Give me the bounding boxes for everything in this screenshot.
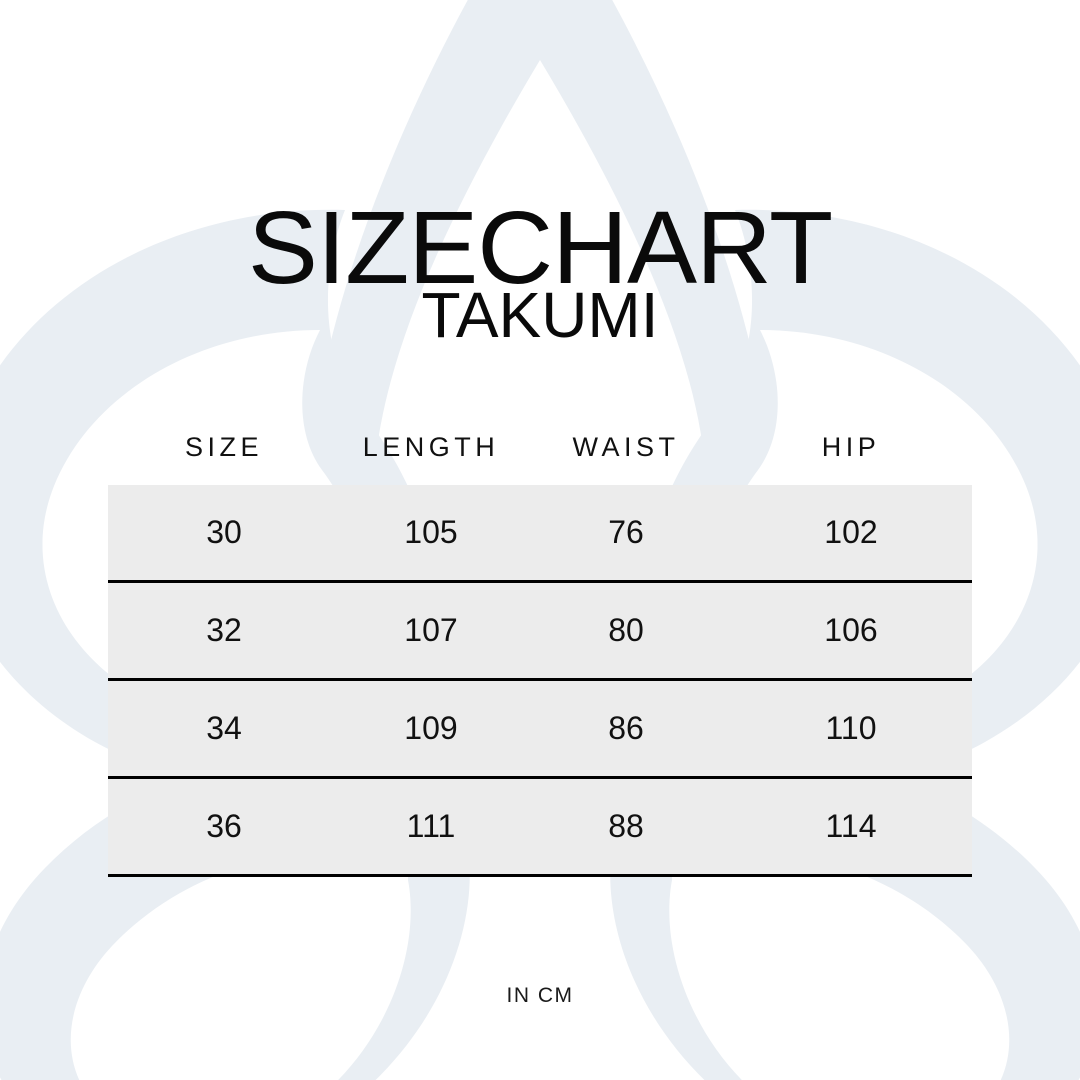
column-header-length: LENGTH (362, 432, 500, 462)
cell-waist: 76 (522, 485, 730, 583)
cell-hip: 102 (730, 485, 972, 583)
page-title: SIZECHART (247, 190, 833, 305)
table-header-row: SIZE LENGTH WAIST HIP (108, 410, 972, 485)
cell-hip: 114 (730, 777, 972, 877)
size-table-container: SIZE LENGTH WAIST HIP 30 105 76 102 32 1… (108, 410, 972, 877)
table-row: 32 107 80 106 (108, 581, 972, 681)
cell-size: 34 (108, 679, 340, 779)
cell-waist: 86 (522, 679, 730, 779)
column-header-size: SIZE (184, 432, 263, 462)
cell-size: 30 (108, 485, 340, 583)
unit-note: IN CM (506, 984, 574, 1007)
cell-length: 105 (340, 485, 522, 583)
table-row: 30 105 76 102 (108, 485, 972, 583)
cell-length: 109 (340, 679, 522, 779)
cell-waist: 80 (522, 581, 730, 681)
size-chart-table: SIZE LENGTH WAIST HIP 30 105 76 102 32 1… (108, 410, 972, 877)
column-header-hip: HIP (821, 432, 881, 462)
cell-hip: 110 (730, 679, 972, 779)
table-header: SIZE LENGTH WAIST HIP (108, 410, 972, 485)
column-header-waist: WAIST (572, 432, 680, 462)
cell-length: 107 (340, 581, 522, 681)
cell-length: 111 (340, 777, 522, 877)
cell-hip: 106 (730, 581, 972, 681)
table-body: 30 105 76 102 32 107 80 106 34 109 86 11… (108, 485, 972, 877)
table-row: 34 109 86 110 (108, 679, 972, 779)
title-block: SIZECHART TAKUMI (0, 196, 1080, 347)
cell-waist: 88 (522, 777, 730, 877)
cell-size: 32 (108, 581, 340, 681)
table-row: 36 111 88 114 (108, 777, 972, 877)
cell-size: 36 (108, 777, 340, 877)
